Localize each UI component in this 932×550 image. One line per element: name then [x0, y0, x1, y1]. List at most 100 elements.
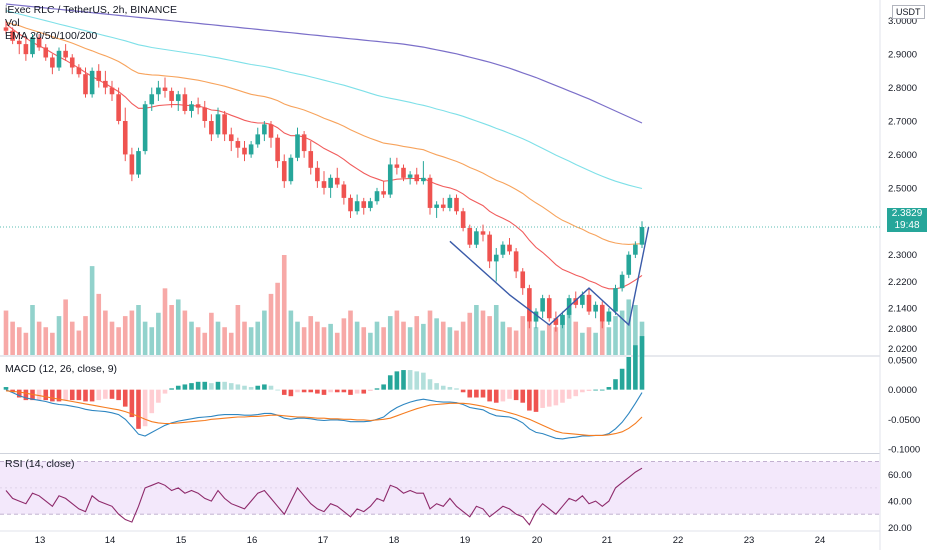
candle-body — [222, 114, 227, 135]
macd-histogram-bar — [162, 389, 168, 394]
macd-histogram-bar — [639, 336, 645, 390]
candle-body — [434, 204, 439, 208]
volume-bar — [262, 310, 267, 355]
candle-body — [36, 37, 42, 48]
macd-histogram-bar — [288, 389, 294, 397]
volume-bar — [50, 332, 55, 355]
candle-body — [228, 134, 234, 142]
candle-body — [361, 201, 367, 208]
macd-histogram-bar — [467, 389, 473, 398]
candle-body — [334, 177, 340, 185]
volume-bar — [281, 255, 287, 355]
macd-histogram-bar — [89, 389, 95, 402]
macd-histogram-bar — [228, 383, 234, 390]
volume-bar — [553, 327, 559, 355]
macd-histogram-bar — [434, 383, 439, 390]
chart-title: iExec RLC / TetherUS, 2h, BINANCE — [5, 4, 177, 16]
volume-bar — [169, 305, 174, 355]
candle-body — [103, 80, 108, 88]
candle-body — [215, 114, 221, 135]
candle-body — [248, 144, 254, 155]
macd-label: MACD (12, 26, close, 9) — [5, 363, 118, 375]
candle-body — [262, 124, 267, 135]
candle-body — [599, 304, 605, 322]
candle-body — [16, 40, 22, 45]
volume-bar — [527, 321, 532, 355]
macd-histogram-bar — [156, 389, 161, 403]
macd-histogram-bar — [36, 389, 42, 401]
candle-body — [129, 154, 135, 175]
macd-histogram-bar — [262, 384, 267, 390]
volume-bar — [533, 327, 539, 355]
candle-body — [414, 174, 420, 182]
candle-body — [354, 201, 360, 212]
volume-bar — [3, 310, 9, 355]
volume-bar — [89, 266, 95, 355]
time-tick-label: 23 — [744, 535, 755, 546]
rsi-line — [5, 467, 643, 526]
volume-bar — [520, 316, 526, 355]
rsi-tick-label: 60.00 — [888, 470, 912, 481]
ema50-line — [5, 21, 643, 245]
volume-bar — [633, 305, 638, 355]
volume-bar — [613, 316, 618, 355]
volume-bar — [43, 327, 49, 355]
volume-bar — [348, 310, 353, 355]
price-tick-label: 3.0000 — [888, 16, 917, 27]
candle-body — [275, 137, 280, 162]
macd-histogram-bar — [189, 383, 194, 390]
candle-body — [374, 191, 380, 202]
candle-body — [235, 141, 241, 148]
macd-histogram-bar — [235, 384, 241, 390]
macd-histogram-bar — [421, 372, 426, 390]
candle-body — [613, 288, 618, 312]
volume-label: Vol — [5, 17, 20, 29]
candle-body — [580, 294, 585, 305]
volume-bar — [440, 321, 446, 355]
volume-bar — [122, 316, 128, 355]
macd-histogram-bar — [202, 381, 208, 390]
macd-histogram-bar — [308, 389, 314, 393]
volume-bar — [162, 288, 168, 355]
currency-selector[interactable]: USDT — [892, 5, 925, 19]
candle-body — [619, 274, 625, 289]
macd-histogram-bar — [493, 389, 499, 403]
candle-body — [387, 164, 393, 195]
candle-body — [63, 50, 68, 58]
macd-histogram-bar — [215, 381, 221, 390]
macd-histogram-bar — [447, 387, 453, 390]
volume-bar — [182, 310, 188, 355]
candle-body — [96, 70, 102, 81]
macd-histogram-bar — [474, 389, 479, 398]
volume-bar — [288, 310, 294, 355]
volume-bar — [354, 321, 360, 355]
volume-bar — [374, 321, 380, 355]
price-tick-label: 2.7000 — [888, 117, 917, 128]
ema20-line — [5, 23, 643, 290]
volume-bar — [493, 305, 499, 355]
macd-histogram-bar — [222, 381, 227, 390]
volume-bar — [248, 327, 254, 355]
candle-body — [447, 197, 453, 208]
candle-body — [308, 151, 314, 168]
candle-body — [162, 87, 168, 91]
rsi-label: RSI (14, close) — [5, 458, 75, 470]
time-tick-label: 19 — [460, 535, 471, 546]
macd-histogram-bar — [527, 389, 532, 411]
candle-body — [394, 164, 400, 168]
time-tick-label: 13 — [35, 535, 46, 546]
macd-histogram-bar — [487, 389, 492, 402]
macd-histogram-bar — [96, 389, 102, 401]
macd-histogram-bar — [209, 383, 214, 390]
volume-bar — [136, 305, 141, 355]
volume-bar — [255, 321, 261, 355]
macd-histogram-bar — [281, 389, 287, 395]
macd-histogram-bar — [169, 388, 174, 390]
candle-body — [295, 134, 300, 158]
macd-histogram-bar — [268, 385, 274, 390]
macd-histogram-bar — [348, 389, 353, 395]
candle-body — [189, 104, 194, 111]
macd-histogram-bar — [248, 387, 254, 390]
volume-bar — [407, 327, 413, 355]
